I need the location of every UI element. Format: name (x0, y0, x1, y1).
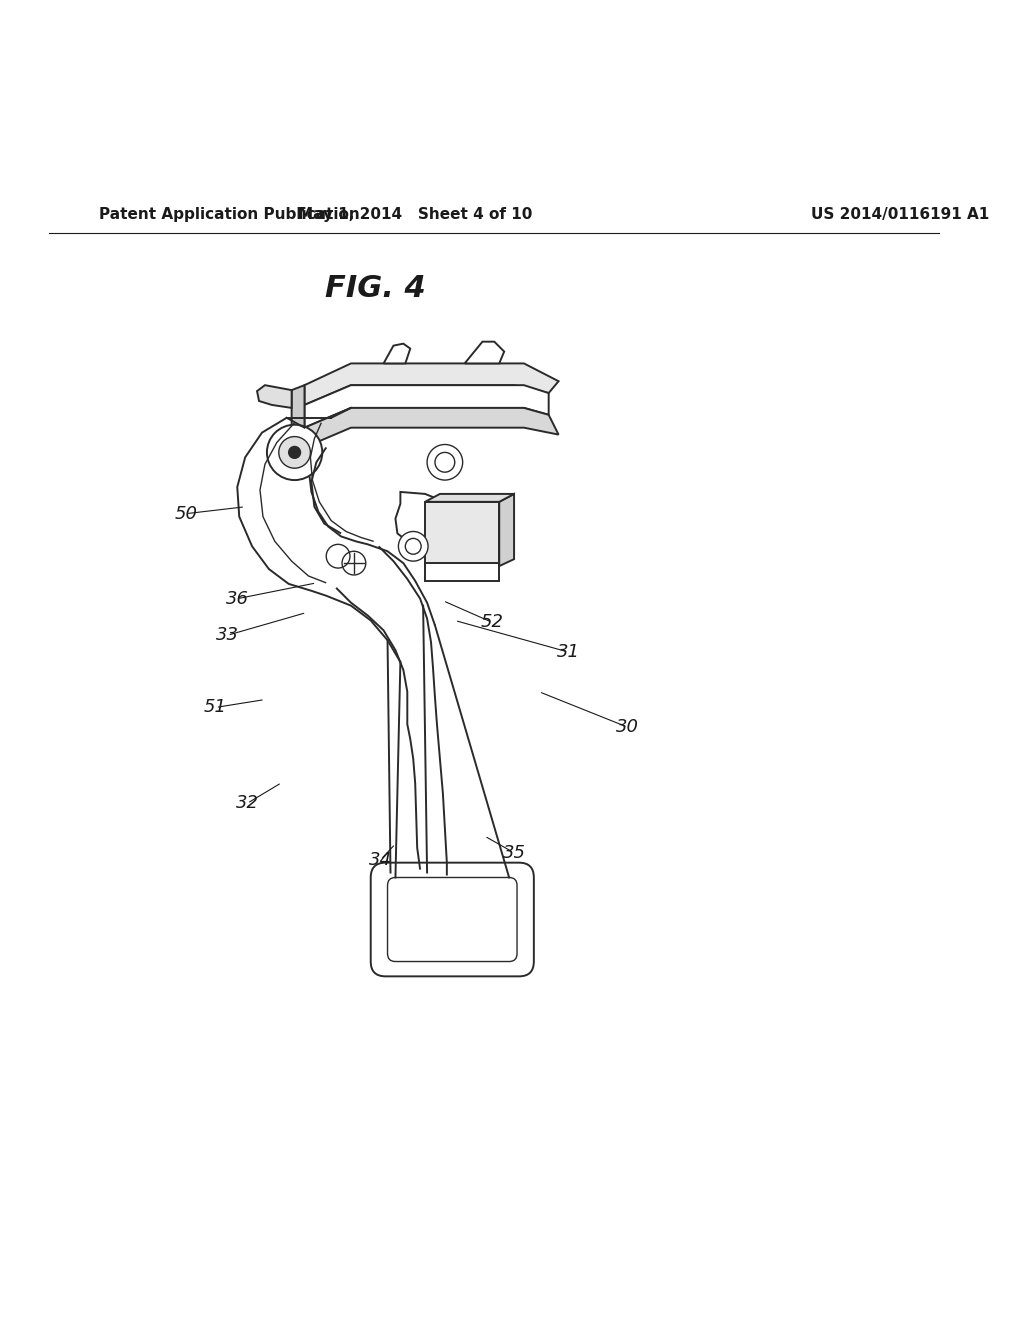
Text: US 2014/0116191 A1: US 2014/0116191 A1 (811, 207, 989, 222)
Text: 33: 33 (216, 626, 239, 644)
Text: 32: 32 (236, 795, 259, 812)
Text: 30: 30 (616, 718, 639, 737)
FancyBboxPatch shape (425, 502, 500, 566)
PathPatch shape (304, 385, 549, 428)
PathPatch shape (395, 492, 463, 546)
Text: 34: 34 (369, 850, 392, 869)
Text: May 1, 2014   Sheet 4 of 10: May 1, 2014 Sheet 4 of 10 (298, 207, 532, 222)
FancyBboxPatch shape (371, 863, 534, 977)
Text: 51: 51 (204, 698, 227, 717)
Text: 31: 31 (557, 643, 580, 661)
PathPatch shape (304, 408, 558, 447)
Text: 35: 35 (503, 843, 525, 862)
PathPatch shape (425, 494, 514, 502)
Circle shape (427, 445, 463, 480)
Circle shape (398, 532, 428, 561)
PathPatch shape (465, 342, 504, 363)
PathPatch shape (257, 385, 292, 408)
PathPatch shape (500, 494, 514, 566)
Text: 50: 50 (174, 504, 198, 523)
Text: FIG. 4: FIG. 4 (326, 275, 426, 304)
PathPatch shape (292, 385, 304, 453)
Text: Patent Application Publication: Patent Application Publication (99, 207, 359, 222)
Circle shape (289, 446, 300, 458)
PathPatch shape (304, 363, 558, 405)
PathPatch shape (384, 343, 411, 363)
Circle shape (279, 437, 310, 469)
Circle shape (267, 425, 323, 480)
Text: 36: 36 (225, 590, 249, 607)
FancyBboxPatch shape (425, 564, 500, 581)
Text: 52: 52 (481, 614, 504, 631)
